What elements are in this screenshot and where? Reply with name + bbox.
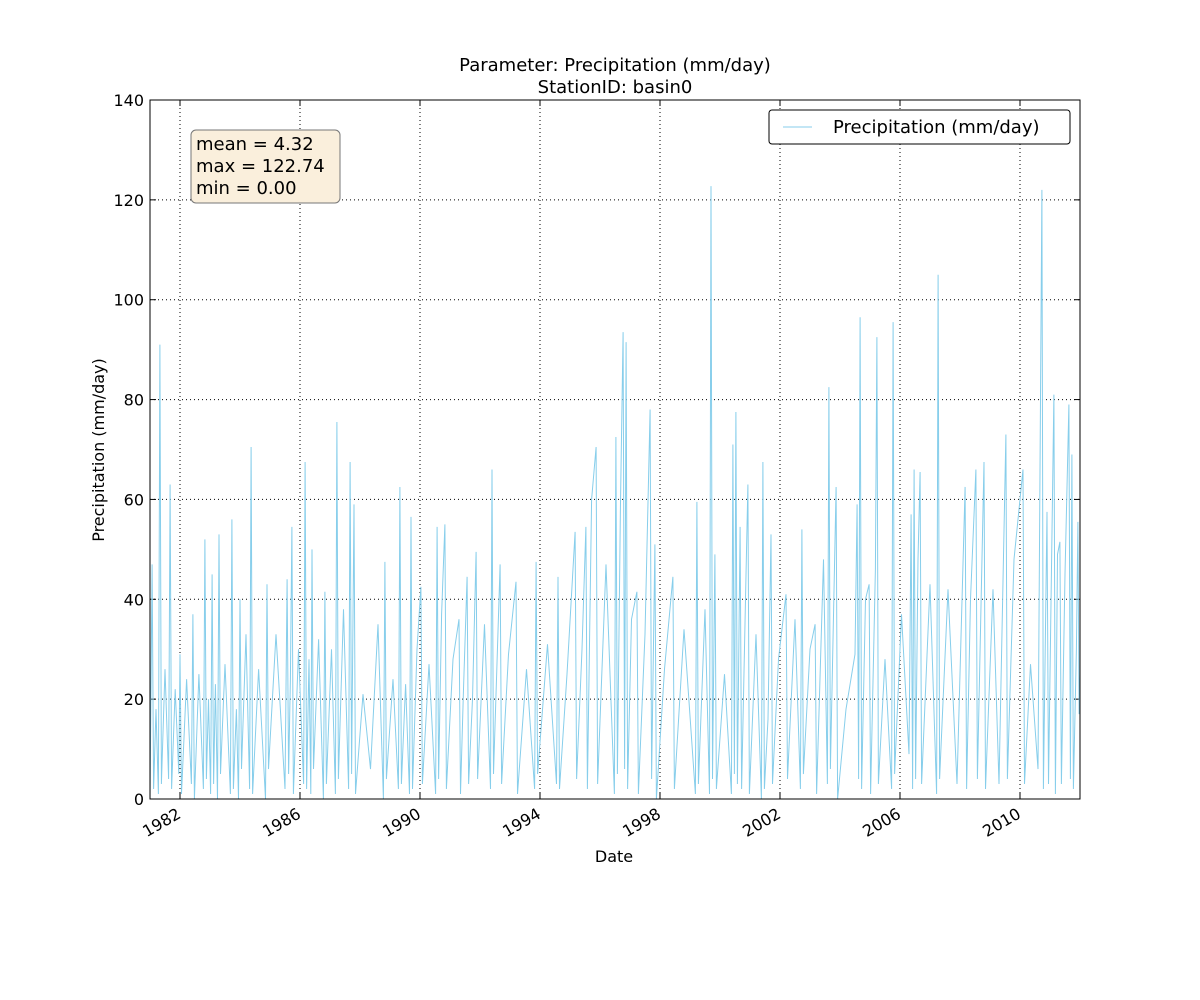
x-tick-label: 1982	[139, 804, 184, 841]
y-tick-label: 100	[113, 291, 144, 310]
x-tick-label: 2006	[859, 804, 904, 841]
stats-text: mean = 4.32	[196, 134, 314, 155]
y-tick-label: 120	[113, 191, 144, 210]
stats-text: max = 122.74	[196, 156, 325, 177]
y-tick-label: 60	[124, 490, 144, 509]
y-tick-label: 40	[124, 590, 144, 609]
chart-title: Parameter: Precipitation (mm/day)	[459, 55, 771, 76]
x-tick-label: 1990	[379, 804, 424, 841]
data-line	[149, 186, 1081, 800]
y-tick-label: 20	[124, 690, 144, 709]
legend-label: Precipitation (mm/day)	[833, 117, 1040, 138]
plot-frame	[149, 99, 1081, 800]
chart-subtitle: StationID: basin0	[538, 77, 693, 98]
x-tick-label: 1986	[259, 804, 304, 841]
y-axis-label: Precipitation (mm/day)	[89, 358, 108, 542]
stats-text: min = 0.00	[196, 178, 297, 199]
y-tick-label: 140	[113, 91, 144, 110]
x-tick-label: 1994	[499, 804, 544, 841]
x-tick-label: 1998	[619, 804, 664, 841]
stats-box	[190, 129, 341, 204]
legend-box	[768, 109, 1071, 145]
y-tick-label: 80	[124, 391, 144, 410]
y-tick-label: 0	[134, 790, 144, 809]
x-tick-label: 2002	[739, 804, 784, 841]
x-tick-label: 2010	[979, 804, 1024, 841]
x-axis-label: Date	[595, 847, 633, 866]
